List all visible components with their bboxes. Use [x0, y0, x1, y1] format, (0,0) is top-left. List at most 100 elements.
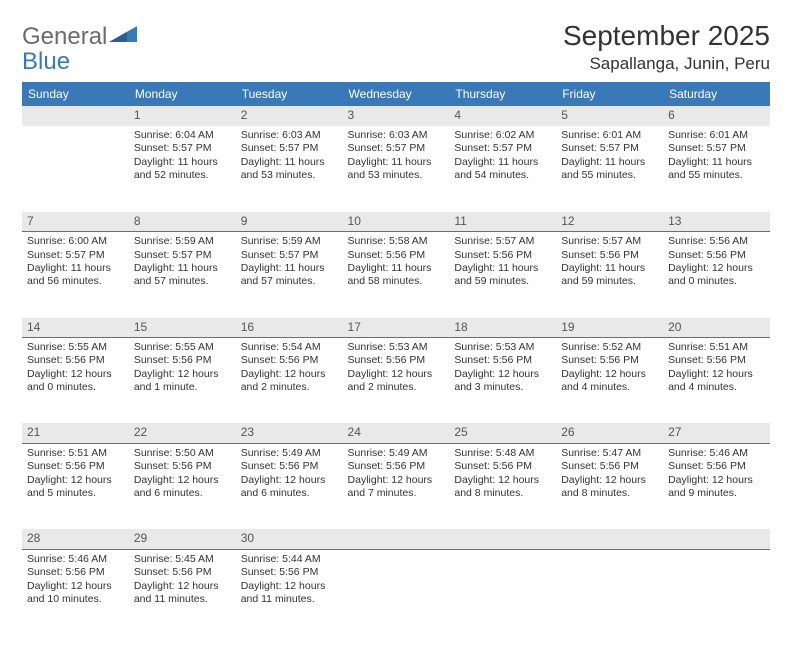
week-row: Sunrise: 6:00 AMSunset: 5:57 PMDaylight:… — [22, 232, 770, 318]
calendar-page: General Blue September 2025 Sapallanga, … — [0, 0, 792, 645]
daylight-text: Daylight: 11 hours and 56 minutes. — [27, 262, 124, 289]
sunset-text: Sunset: 5:56 PM — [454, 249, 551, 262]
logo-word1: General — [22, 23, 107, 50]
sunset-text: Sunset: 5:56 PM — [668, 249, 765, 262]
sunset-text: Sunset: 5:56 PM — [134, 354, 231, 367]
daylight-text: Daylight: 11 hours and 59 minutes. — [561, 262, 658, 289]
sunset-text: Sunset: 5:57 PM — [561, 142, 658, 155]
sunrise-text: Sunrise: 5:46 AM — [27, 553, 124, 566]
day-number-cell: 23 — [236, 423, 343, 443]
calendar-body: 123456Sunrise: 6:04 AMSunset: 5:57 PMDay… — [22, 106, 770, 635]
sunset-text: Sunset: 5:57 PM — [454, 142, 551, 155]
daylight-text: Daylight: 11 hours and 59 minutes. — [454, 262, 551, 289]
sunset-text: Sunset: 5:56 PM — [27, 354, 124, 367]
sunset-text: Sunset: 5:57 PM — [134, 249, 231, 262]
daylight-text: Daylight: 12 hours and 11 minutes. — [241, 580, 338, 607]
day-number-cell: 26 — [556, 423, 663, 443]
day-cell: Sunrise: 5:59 AMSunset: 5:57 PMDaylight:… — [236, 232, 343, 318]
sunrise-text: Sunrise: 6:00 AM — [27, 235, 124, 248]
day-number-cell: 19 — [556, 318, 663, 338]
day-cell — [663, 549, 770, 635]
calendar-table: Sunday Monday Tuesday Wednesday Thursday… — [22, 82, 770, 635]
week-row: Sunrise: 5:46 AMSunset: 5:56 PMDaylight:… — [22, 549, 770, 635]
sunrise-text: Sunrise: 5:54 AM — [241, 341, 338, 354]
day-header: Thursday — [449, 82, 556, 106]
daylight-text: Daylight: 12 hours and 8 minutes. — [454, 474, 551, 501]
day-cell: Sunrise: 5:55 AMSunset: 5:56 PMDaylight:… — [22, 337, 129, 423]
sunrise-text: Sunrise: 5:56 AM — [668, 235, 765, 248]
daylight-text: Daylight: 11 hours and 55 minutes. — [668, 156, 765, 183]
day-number-cell: 24 — [343, 423, 450, 443]
sunrise-text: Sunrise: 5:51 AM — [27, 447, 124, 460]
logo-word2: Blue — [22, 48, 70, 75]
sunset-text: Sunset: 5:57 PM — [134, 142, 231, 155]
day-number-cell: 2 — [236, 106, 343, 125]
sunset-text: Sunset: 5:56 PM — [561, 249, 658, 262]
day-number-cell: 18 — [449, 318, 556, 338]
day-cell: Sunrise: 5:54 AMSunset: 5:56 PMDaylight:… — [236, 337, 343, 423]
daylight-text: Daylight: 12 hours and 0 minutes. — [668, 262, 765, 289]
day-header-row: Sunday Monday Tuesday Wednesday Thursday… — [22, 82, 770, 106]
sunrise-text: Sunrise: 6:01 AM — [561, 129, 658, 142]
sunset-text: Sunset: 5:56 PM — [454, 354, 551, 367]
day-cell: Sunrise: 6:04 AMSunset: 5:57 PMDaylight:… — [129, 126, 236, 212]
day-number-cell: 3 — [343, 106, 450, 125]
daylight-text: Daylight: 12 hours and 7 minutes. — [348, 474, 445, 501]
logo-triangle-icon — [109, 24, 137, 44]
day-number-cell: 7 — [22, 212, 129, 232]
sunset-text: Sunset: 5:56 PM — [348, 249, 445, 262]
sunset-text: Sunset: 5:56 PM — [241, 566, 338, 579]
daylight-text: Daylight: 12 hours and 11 minutes. — [134, 580, 231, 607]
day-number-cell: 14 — [22, 318, 129, 338]
week-row: Sunrise: 6:04 AMSunset: 5:57 PMDaylight:… — [22, 126, 770, 212]
day-cell: Sunrise: 5:51 AMSunset: 5:56 PMDaylight:… — [22, 443, 129, 529]
day-cell: Sunrise: 6:03 AMSunset: 5:57 PMDaylight:… — [343, 126, 450, 212]
sunset-text: Sunset: 5:56 PM — [348, 460, 445, 473]
sunset-text: Sunset: 5:56 PM — [134, 566, 231, 579]
daynum-row: 14151617181920 — [22, 318, 770, 338]
daylight-text: Daylight: 11 hours and 57 minutes. — [134, 262, 231, 289]
day-number-cell: 20 — [663, 318, 770, 338]
day-cell — [22, 126, 129, 212]
daylight-text: Daylight: 12 hours and 8 minutes. — [561, 474, 658, 501]
sunrise-text: Sunrise: 5:45 AM — [134, 553, 231, 566]
sunrise-text: Sunrise: 5:46 AM — [668, 447, 765, 460]
day-cell — [449, 549, 556, 635]
day-number-cell: 29 — [129, 529, 236, 549]
day-cell: Sunrise: 5:48 AMSunset: 5:56 PMDaylight:… — [449, 443, 556, 529]
daylight-text: Daylight: 12 hours and 1 minute. — [134, 368, 231, 395]
day-number-cell: 13 — [663, 212, 770, 232]
day-cell: Sunrise: 5:53 AMSunset: 5:56 PMDaylight:… — [343, 337, 450, 423]
daylight-text: Daylight: 12 hours and 0 minutes. — [27, 368, 124, 395]
daylight-text: Daylight: 12 hours and 4 minutes. — [668, 368, 765, 395]
day-number-cell: 21 — [22, 423, 129, 443]
sunrise-text: Sunrise: 5:49 AM — [348, 447, 445, 460]
sunset-text: Sunset: 5:56 PM — [27, 566, 124, 579]
daynum-row: 123456 — [22, 106, 770, 125]
day-number-cell: 16 — [236, 318, 343, 338]
day-header: Saturday — [663, 82, 770, 106]
sunset-text: Sunset: 5:57 PM — [241, 249, 338, 262]
daynum-row: 21222324252627 — [22, 423, 770, 443]
day-header: Friday — [556, 82, 663, 106]
title-block: September 2025 Sapallanga, Junin, Peru — [563, 20, 770, 74]
day-cell: Sunrise: 5:56 AMSunset: 5:56 PMDaylight:… — [663, 232, 770, 318]
day-cell: Sunrise: 5:50 AMSunset: 5:56 PMDaylight:… — [129, 443, 236, 529]
day-number-cell — [449, 529, 556, 549]
sunset-text: Sunset: 5:56 PM — [454, 460, 551, 473]
sunrise-text: Sunrise: 6:01 AM — [668, 129, 765, 142]
daylight-text: Daylight: 11 hours and 53 minutes. — [348, 156, 445, 183]
day-cell: Sunrise: 5:59 AMSunset: 5:57 PMDaylight:… — [129, 232, 236, 318]
sunrise-text: Sunrise: 6:03 AM — [241, 129, 338, 142]
day-number-cell: 6 — [663, 106, 770, 125]
sunrise-text: Sunrise: 5:59 AM — [134, 235, 231, 248]
day-cell: Sunrise: 5:53 AMSunset: 5:56 PMDaylight:… — [449, 337, 556, 423]
day-number-cell — [22, 106, 129, 125]
location-label: Sapallanga, Junin, Peru — [563, 54, 770, 74]
daylight-text: Daylight: 12 hours and 6 minutes. — [134, 474, 231, 501]
daylight-text: Daylight: 12 hours and 10 minutes. — [27, 580, 124, 607]
day-number-cell: 9 — [236, 212, 343, 232]
sunset-text: Sunset: 5:56 PM — [561, 460, 658, 473]
day-header: Monday — [129, 82, 236, 106]
sunset-text: Sunset: 5:56 PM — [348, 354, 445, 367]
